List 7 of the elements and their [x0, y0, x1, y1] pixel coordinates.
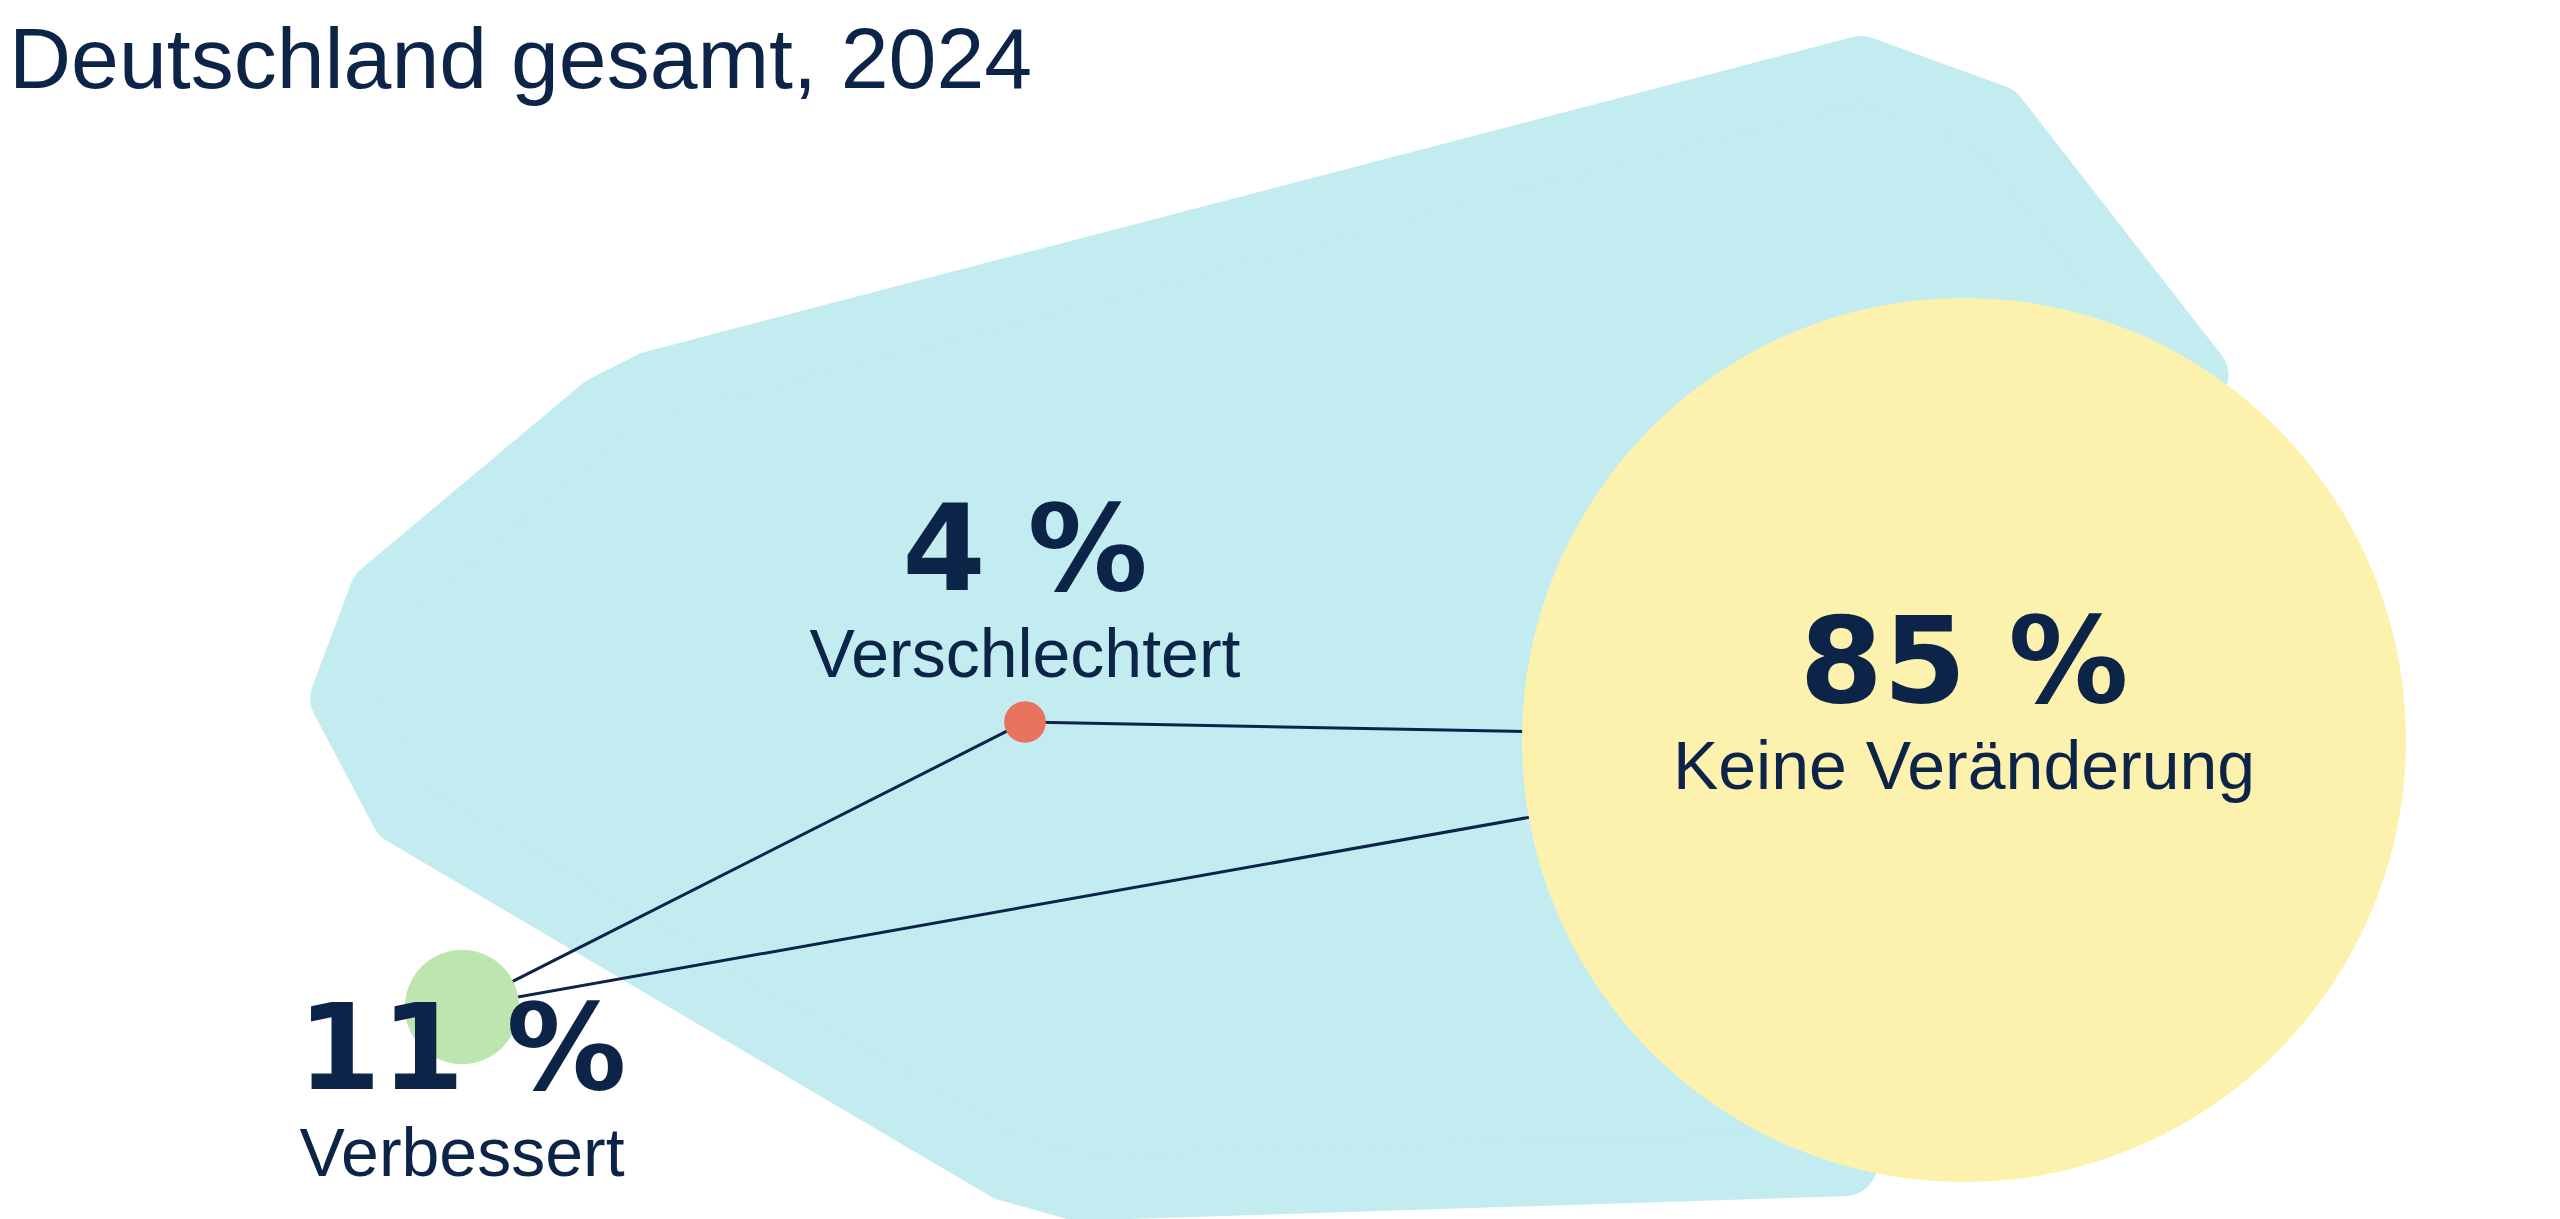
text: Deutschland gesamt, 2024: [9, 10, 1033, 106]
data-label: 4 %: [902, 478, 1148, 618]
data-label: 85 %: [1799, 590, 2129, 730]
category-label: Verschlechtert: [809, 615, 1241, 691]
category-label: Keine Veränderung: [1672, 727, 2256, 803]
category-label: Verbessert: [299, 1114, 625, 1190]
data-label: 11 %: [297, 977, 627, 1117]
